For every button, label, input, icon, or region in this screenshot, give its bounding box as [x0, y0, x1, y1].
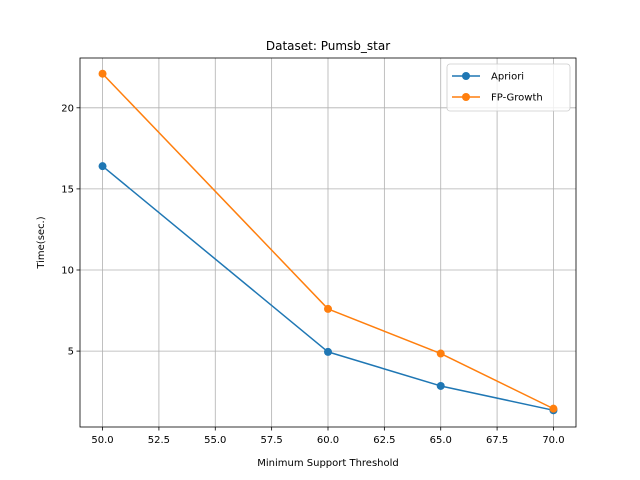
x-tick-label: 62.5 [373, 435, 395, 446]
fp-growth-series-line [101, 72, 555, 410]
data-series [98, 69, 558, 415]
fp-growth-data-point [549, 404, 558, 413]
x-tick-label: 70.0 [542, 435, 564, 446]
y-axis-title: Time(sec.) [36, 216, 47, 269]
apriori-legend-label: Apriori [491, 72, 524, 83]
fp-growth-data-point [98, 69, 107, 78]
y-tick-label: 20 [61, 103, 74, 114]
x-tick-label: 67.5 [486, 435, 508, 446]
y-tick-label: 10 [61, 265, 74, 276]
fp-growth-data-point [436, 349, 445, 358]
x-tick-label: 52.5 [148, 435, 170, 446]
y-tick-label: 15 [61, 184, 74, 195]
chart-title: Dataset: Pumsb_star [266, 39, 390, 53]
x-tick-label: 50.0 [91, 435, 113, 446]
apriori-data-point [324, 347, 332, 356]
x-tick-label: 57.5 [261, 435, 283, 446]
legend-entries: Apriori FP-Growth [452, 72, 543, 104]
x-tick-label: 65.0 [430, 435, 452, 446]
apriori-data-point [436, 381, 445, 390]
x-axis-title: Minimum Support Threshold [257, 458, 399, 469]
fp-growth-legend-label: FP-Growth [491, 93, 543, 104]
legend: Apriori FP-Growth [446, 63, 571, 112]
grid-lines [80, 58, 576, 427]
apriori-data-point [98, 162, 107, 171]
x-tick-label: 55.0 [204, 435, 226, 446]
x-tick-label: 60.0 [317, 435, 339, 446]
apriori-legend-marker [462, 72, 470, 80]
apriori-series-line [101, 165, 555, 412]
fp-growth-data-point [324, 304, 332, 313]
axis-ticks: 50.0 52.5 55.0 57.5 60.0 62.5 65.0 67.5 70.0 5 10 1… [61, 103, 564, 446]
fp-growth-legend-marker [462, 93, 470, 101]
y-tick-label: 5 [68, 347, 74, 358]
